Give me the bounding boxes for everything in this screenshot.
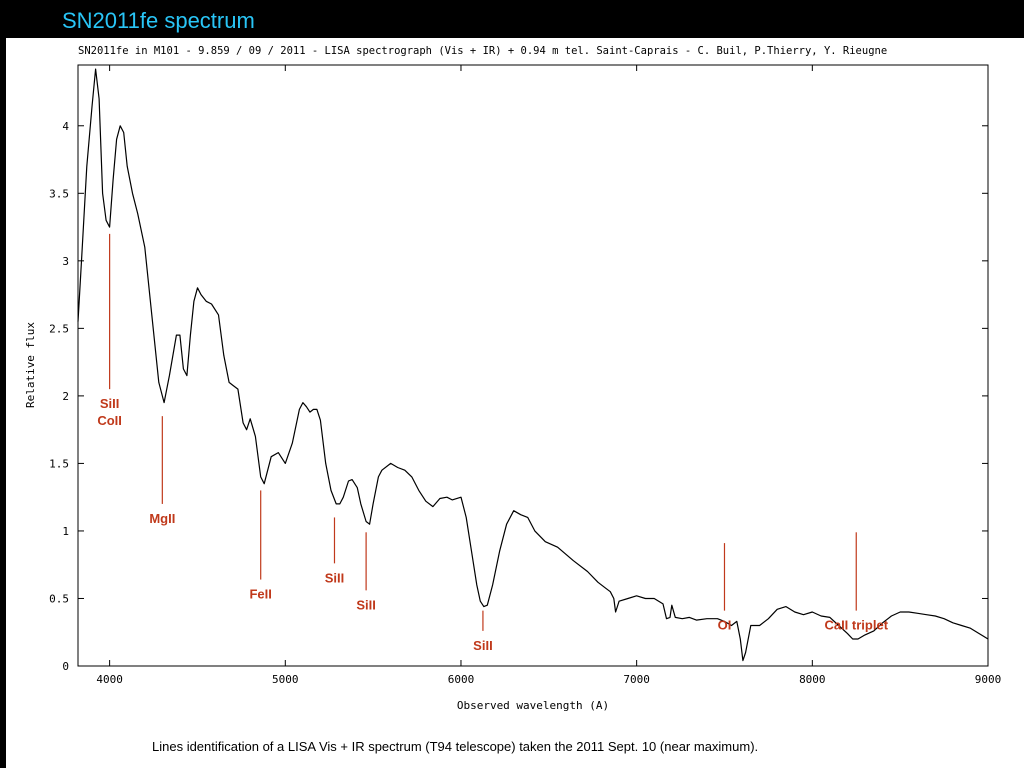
axis-ticks: 4000 5000 6000 7000 8000 9000 0 0.5 1 1.5 2 2.5 3 3.5… [49,65,1001,686]
y-tick-label: 3 [62,255,69,268]
y-tick-label: 0 [62,660,69,673]
line-id-label: FeII [249,587,271,602]
x-tick-label: 5000 [272,673,299,686]
line-id-label: SiII [356,597,376,612]
x-axis-label: Observed wavelength (A) [457,699,609,712]
y-tick-label: 4 [62,120,69,133]
x-tick-label: 6000 [448,673,475,686]
y-tick-label: 3.5 [49,187,69,200]
y-axis-label: Relative flux [24,322,37,408]
y-tick-label: 0.5 [49,592,69,605]
line-id-label: MgII [149,511,175,526]
line-id-label: OI [718,618,732,633]
x-tick-label: 9000 [975,673,1002,686]
line-id-label: SiII [325,570,345,585]
chart-title: SN2011fe in M101 - 9.859 / 09 / 2011 - L… [78,45,887,57]
y-tick-label: 1 [62,525,69,538]
line-id-label: SiII [473,638,493,653]
slide-body: SN2011fe in M101 - 9.859 / 09 / 2011 - L… [6,38,1024,768]
slide-title: SN2011fe spectrum [62,8,255,33]
y-tick-label: 2 [62,390,69,403]
x-tick-label: 4000 [96,673,123,686]
line-id-label: CaII triplet [824,618,888,633]
line-id-label: SiII [100,396,120,411]
line-id-label: CoII [97,413,122,428]
spectrum-series-line [77,68,989,662]
plot-frame [77,64,989,667]
slide-title-bar: SN2011fe spectrum [0,0,1024,38]
line-identifications: SiII CoII MgII FeII SiII SiII SiII OI CaII tripl… [97,233,889,653]
x-tick-label: 8000 [799,673,826,686]
y-tick-label: 1.5 [49,457,69,470]
figure-caption: Lines identification of a LISA Vis + IR … [152,739,759,754]
spectrum-chart: SN2011fe in M101 - 9.859 / 09 / 2011 - L… [24,45,1001,712]
x-tick-label: 7000 [623,673,650,686]
y-tick-label: 2.5 [49,322,69,335]
